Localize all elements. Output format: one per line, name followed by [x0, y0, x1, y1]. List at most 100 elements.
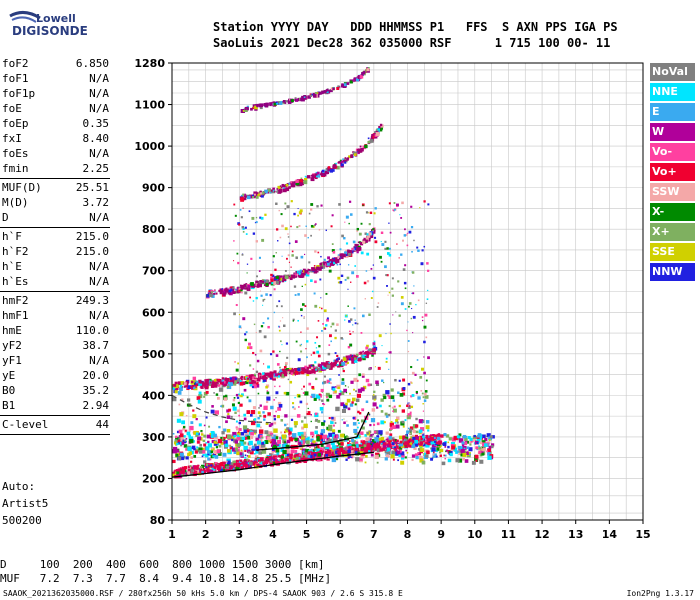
echo-dot	[408, 302, 412, 305]
echo-dot	[235, 420, 238, 423]
echo-dot	[332, 365, 335, 368]
echo-dot	[337, 276, 341, 280]
echo-dot	[244, 466, 248, 470]
echo-dot	[368, 367, 371, 371]
echo-dot	[349, 403, 354, 407]
echo-dot	[427, 356, 430, 360]
echo-dot	[336, 359, 339, 363]
echo-dot	[422, 396, 425, 399]
echo-dot	[331, 243, 334, 245]
echo-dot	[228, 287, 231, 290]
param-row: hmF2 249.3	[0, 294, 112, 309]
echo-dot	[420, 367, 424, 371]
echo-dot	[479, 459, 484, 464]
echo-dot	[240, 378, 243, 381]
echo-dot	[222, 452, 227, 457]
y-tick-label: 900	[142, 182, 165, 195]
echo-dot	[323, 173, 327, 177]
echo-dot	[220, 405, 222, 408]
echo-dot	[279, 369, 283, 373]
echo-dot	[308, 457, 311, 461]
echo-dot	[397, 459, 400, 462]
echo-dot	[288, 261, 291, 263]
echo-dot	[391, 437, 395, 440]
echo-dot	[419, 455, 423, 460]
echo-dot	[242, 110, 245, 112]
echo-dot	[415, 455, 419, 460]
echo-dot	[400, 451, 405, 456]
echo-dot	[440, 434, 444, 438]
echo-dot	[265, 293, 268, 296]
echo-dot	[259, 434, 263, 438]
echo-dot	[209, 381, 212, 384]
echo-dot	[250, 450, 253, 453]
echo-dot	[283, 187, 285, 189]
echo-dot	[316, 92, 319, 94]
echo-dot	[330, 420, 334, 425]
echo-dot	[325, 229, 327, 232]
x-tick-label: 14	[602, 528, 618, 541]
y-tick-label: 700	[142, 265, 165, 278]
echo-dot	[242, 231, 245, 233]
echo-dot	[402, 425, 405, 428]
echo-dot	[239, 462, 242, 466]
echo-dot	[185, 456, 189, 460]
echo-dot	[478, 445, 481, 448]
echo-dot	[272, 455, 277, 460]
echo-dot	[202, 453, 205, 457]
echo-dot	[290, 453, 293, 456]
param-label: foF1	[2, 72, 29, 85]
echo-dot	[238, 414, 241, 417]
echo-dot	[414, 373, 417, 376]
echo-dot	[209, 293, 213, 298]
echo-dot	[239, 441, 242, 443]
param-row: yF1 N/A	[0, 354, 112, 369]
echo-dot	[253, 323, 256, 326]
echo-dot	[287, 100, 292, 104]
echo-dot	[266, 390, 269, 392]
echo-dot	[310, 354, 312, 356]
echo-dot	[252, 406, 257, 410]
echo-dot	[215, 381, 218, 384]
echo-dot	[411, 434, 415, 438]
echo-dot	[406, 232, 409, 235]
echo-dot	[370, 297, 373, 299]
echo-dot	[488, 436, 493, 441]
echo-dot	[205, 463, 209, 466]
param-divider	[0, 291, 110, 292]
echo-dot	[197, 440, 200, 444]
muf-row: MUF 7.2 7.3 7.7 8.4 9.4 10.8 14.8 25.5 […	[0, 572, 332, 585]
echo-dot	[389, 231, 392, 234]
echo-dot	[275, 202, 278, 206]
echo-dot	[342, 368, 344, 370]
echo-dot	[306, 411, 311, 416]
echo-dot	[278, 326, 281, 328]
echo-dot	[211, 439, 215, 444]
echo-dot	[246, 410, 251, 415]
echo-dot	[279, 277, 283, 281]
echo-dot	[254, 432, 256, 435]
echo-dot	[371, 228, 373, 231]
echo-dot	[387, 394, 389, 397]
echo-dot	[287, 459, 291, 463]
echo-dot	[281, 183, 285, 187]
echo-dot	[272, 255, 275, 258]
echo-dot	[244, 108, 248, 113]
echo-dot	[284, 456, 287, 459]
echo-dot	[240, 285, 245, 289]
echo-dot	[259, 349, 263, 353]
echo-dot	[335, 162, 337, 165]
echo-dot	[430, 447, 433, 450]
echo-dot	[357, 241, 360, 244]
echo-dot	[389, 433, 393, 437]
echo-dot	[240, 194, 244, 197]
echo-dot	[196, 396, 201, 400]
echo-dot	[359, 145, 362, 148]
echo-dot	[205, 390, 209, 394]
echo-dot	[300, 177, 303, 180]
echo-dot	[201, 455, 204, 458]
echo-dot	[345, 402, 348, 406]
echo-dot	[398, 404, 401, 408]
echo-dot	[259, 457, 264, 462]
echo-dot	[234, 411, 237, 415]
